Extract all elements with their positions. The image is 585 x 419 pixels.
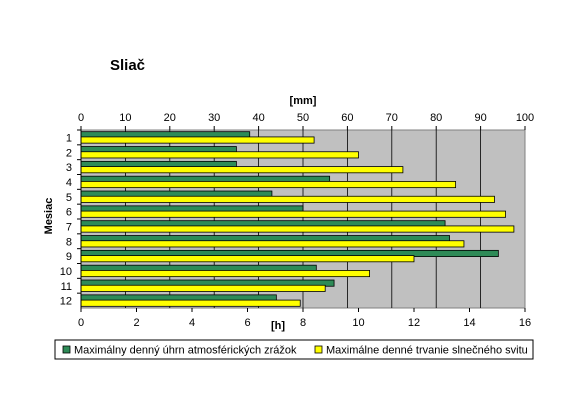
top-tick-label: 90	[474, 112, 486, 124]
bottom-tick-label: 16	[519, 317, 531, 329]
category-label: 9	[66, 251, 72, 263]
bar-sunshine	[80, 270, 371, 278]
legend-entry: Maximálne denné trvanie slnečného svitu	[326, 345, 528, 357]
bar-sunshine	[80, 225, 515, 233]
bottom-tick-label: 0	[78, 317, 84, 329]
bar-sunshine	[80, 299, 301, 307]
bottom-tick-label: 14	[463, 317, 475, 329]
y-axis-label: Mesiac	[43, 198, 55, 235]
bar-sunshine	[80, 240, 465, 248]
top-tick-label: 30	[208, 112, 220, 124]
bottom-tick-label: 8	[300, 317, 306, 329]
bar-sunshine	[80, 255, 415, 263]
bottom-tick-label: 2	[133, 317, 139, 329]
category-label: 6	[66, 207, 72, 219]
category-label: 2	[66, 147, 72, 159]
category-label: 4	[66, 177, 72, 189]
category-label: 5	[66, 192, 72, 204]
top-tick-label: 0	[78, 112, 84, 124]
top-tick-label: 10	[119, 112, 131, 124]
category-label: 1	[66, 132, 72, 144]
chart-title: Sliač	[110, 57, 145, 74]
top-tick-label: 20	[164, 112, 176, 124]
category-label: 11	[61, 281, 72, 293]
category-label: 12	[60, 296, 72, 308]
bar-sunshine	[80, 284, 326, 292]
top-tick-label: 80	[430, 112, 442, 124]
legend-entry: Maximálny denný úhrn atmosférických zráž…	[74, 345, 297, 357]
legend-swatch	[314, 345, 323, 354]
legend-box	[54, 339, 534, 360]
bottom-axis-label: [h]	[271, 320, 285, 332]
category-label: 3	[66, 162, 72, 174]
top-tick-label: 40	[252, 112, 264, 124]
bar-sunshine	[80, 210, 506, 218]
bar-sunshine	[80, 181, 457, 189]
bar-sunshine	[80, 166, 404, 174]
category-label: 7	[66, 221, 72, 233]
top-tick-label: 70	[386, 112, 398, 124]
bottom-tick-label: 10	[352, 317, 364, 329]
bar-sunshine	[80, 195, 495, 203]
top-axis-label: [mm]	[290, 95, 317, 107]
top-tick-label: 100	[516, 112, 534, 124]
bar-sunshine	[80, 136, 315, 144]
bottom-tick-label: 4	[189, 317, 195, 329]
category-label: 8	[66, 236, 72, 248]
bottom-tick-label: 12	[408, 317, 420, 329]
top-tick-label: 60	[341, 112, 353, 124]
top-tick-label: 50	[297, 112, 309, 124]
bar-sunshine	[80, 151, 359, 159]
category-label: 10	[60, 266, 72, 278]
bottom-tick-label: 6	[244, 317, 250, 329]
legend-swatch	[62, 345, 71, 354]
